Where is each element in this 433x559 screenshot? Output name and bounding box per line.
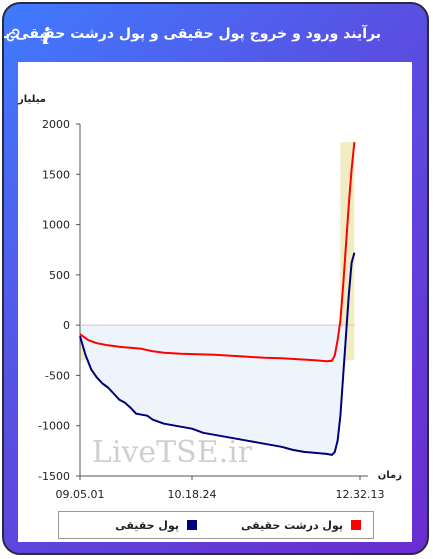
y-tick-label: -500 (45, 369, 70, 382)
watermark-text: LiveTSE.ir (92, 435, 253, 470)
x-axis-label: زمان (378, 470, 402, 481)
y-tick-label: 1000 (42, 219, 70, 232)
x-tick-label: 12.32.13 (336, 488, 385, 501)
y-tick-label: 500 (49, 269, 70, 282)
legend-label-real-money: پول حقیقی (115, 518, 179, 532)
chart-panel: میلیارد تومان زمان LiveTSE.ir 2000 1500 10… (18, 62, 412, 542)
y-tick-label: -1000 (38, 420, 70, 433)
series-line-real-money (79, 252, 356, 456)
y-tick-label: 0 (63, 319, 70, 332)
widget-title: برآیند ورود و خروج پول حقیقی و پول درشت … (2, 26, 381, 42)
y-tick-label: -1500 (38, 470, 70, 483)
y-axis-label: میلیارد تومان (18, 94, 46, 105)
chart-legend: پول درشت حقیقی پول حقیقی (58, 511, 374, 539)
widget-header: برآیند ورود و خروج پول حقیقی و پول درشت … (4, 4, 427, 64)
legend-item-big-real-money[interactable]: پول درشت حقیقی (241, 517, 361, 533)
x-tick-label: 09.05.01 (56, 488, 105, 501)
series-line-big-real-money (79, 141, 356, 363)
legend-label-big-real-money: پول درشت حقیقی (240, 518, 343, 532)
legend-item-real-money[interactable]: پول حقیقی (115, 517, 197, 533)
chart-svg: میلیارد تومان زمان LiveTSE.ir 2000 1500 10… (18, 94, 402, 501)
widget-frame: برآیند ورود و خروج پول حقیقی و پول درشت … (2, 2, 429, 555)
info-icon[interactable]: i (42, 24, 51, 50)
link-icon[interactable] (4, 26, 22, 44)
x-tick-label: 10.18.24 (168, 488, 217, 501)
y-tick-label: 1500 (42, 168, 70, 181)
legend-swatch-real-money (187, 520, 197, 530)
y-tick-label: 2000 (42, 118, 70, 131)
legend-swatch-big-real-money (351, 520, 361, 530)
